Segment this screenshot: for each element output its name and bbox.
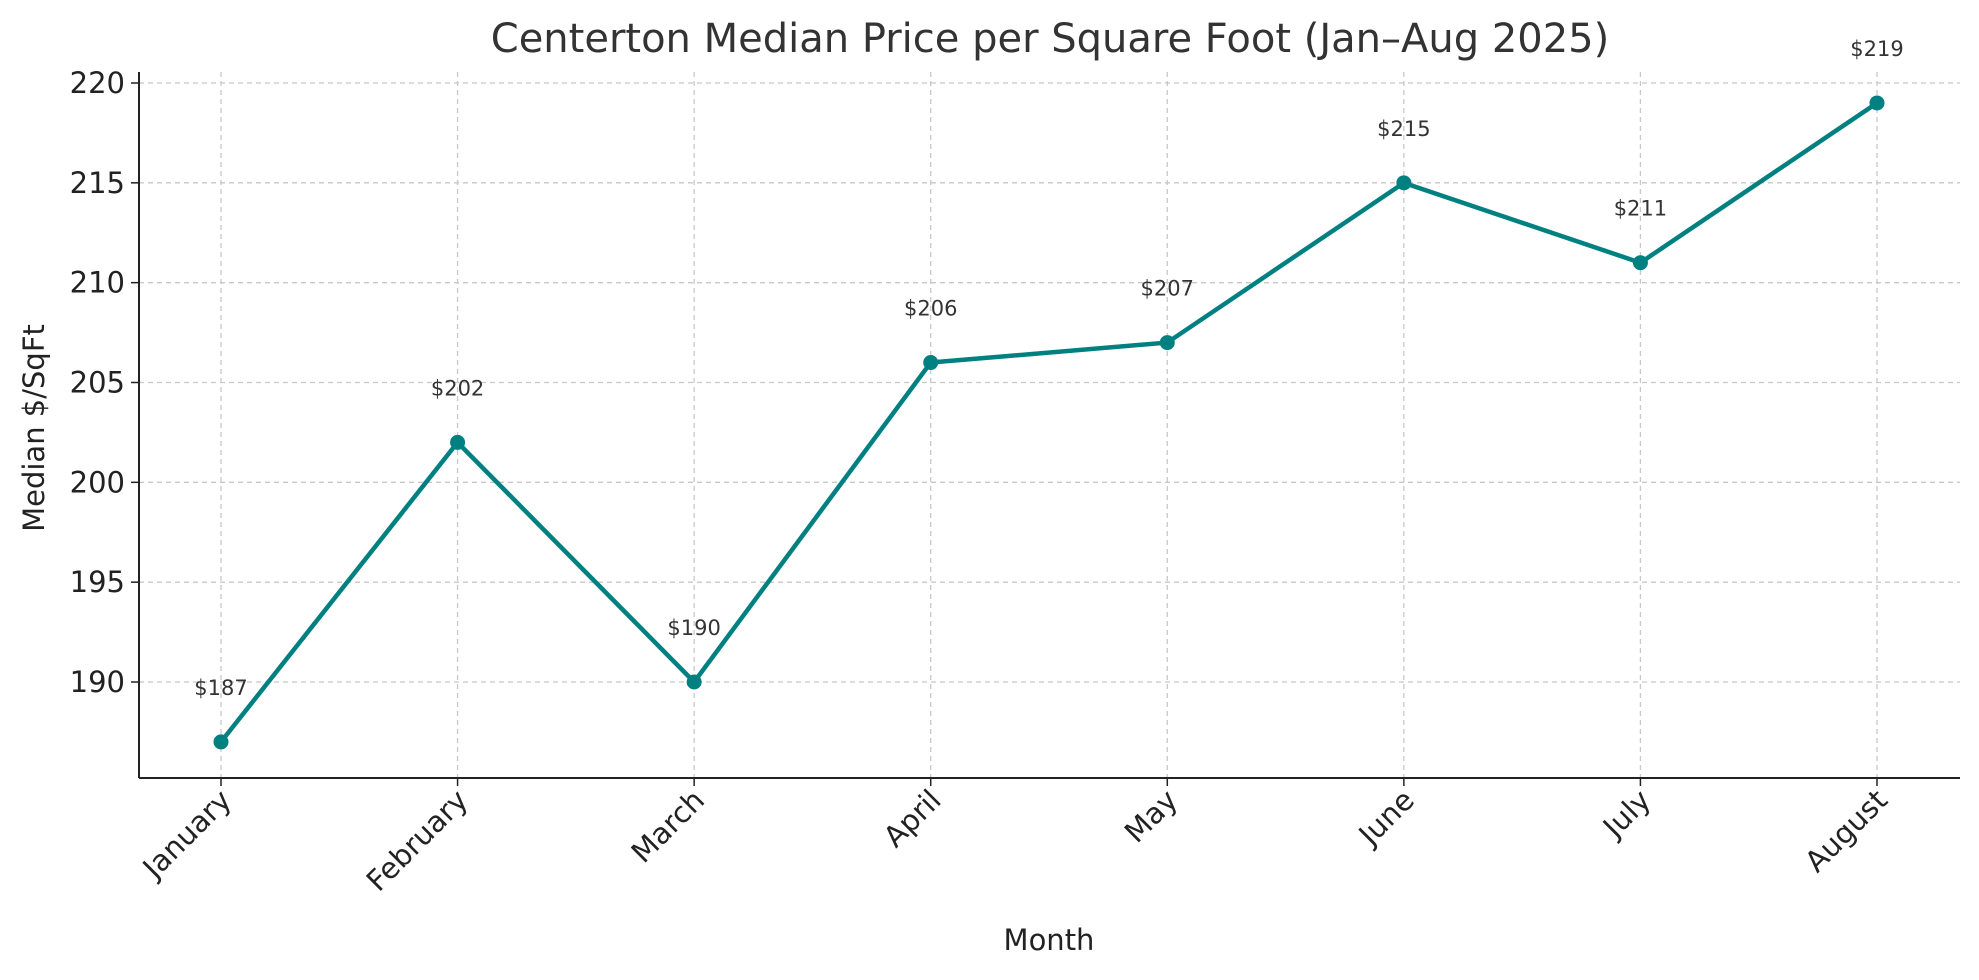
y-tick-label: 215 xyxy=(70,166,125,200)
x-tick-label: January xyxy=(135,783,238,886)
x-tick-label: August xyxy=(1798,783,1894,879)
y-tick-label: 205 xyxy=(70,366,125,400)
data-label: $190 xyxy=(667,616,720,640)
data-point xyxy=(1632,255,1648,271)
x-axis-label: Month xyxy=(1004,923,1095,957)
grid xyxy=(139,72,1960,778)
x-tick-label: June xyxy=(1351,783,1421,853)
data-point xyxy=(450,434,466,450)
x-tick-label: March xyxy=(625,783,712,870)
series: $187 $202 $190 $206 $207 $215 $211 $219 xyxy=(194,37,1904,750)
y-tick-label: 190 xyxy=(70,665,125,699)
y-tick-label: 210 xyxy=(70,266,125,300)
x-tick-label: July xyxy=(1595,783,1657,845)
data-label: $207 xyxy=(1141,277,1194,301)
x-tick-label: April xyxy=(877,783,948,854)
data-point xyxy=(686,674,702,690)
x-tick-label: May xyxy=(1118,783,1184,849)
data-label: $202 xyxy=(431,376,484,400)
y-tick-label: 195 xyxy=(70,565,125,599)
y-axis-label: Median $/SqFt xyxy=(17,324,51,532)
data-point xyxy=(213,734,229,750)
x-tick-label: February xyxy=(360,783,475,898)
series-line xyxy=(219,101,1879,744)
data-point xyxy=(923,355,939,371)
data-label: $219 xyxy=(1850,37,1903,61)
data-label: $206 xyxy=(904,297,957,321)
data-label: $211 xyxy=(1614,197,1667,221)
data-point xyxy=(1159,335,1175,351)
chart-title: Centerton Median Price per Square Foot (… xyxy=(491,16,1609,62)
y-tick-label: 220 xyxy=(70,66,125,100)
y-tick-label: 200 xyxy=(70,465,125,499)
data-point xyxy=(1869,95,1885,111)
data-label: $215 xyxy=(1377,117,1430,141)
data-label: $187 xyxy=(194,676,247,700)
data-point xyxy=(1396,175,1412,191)
